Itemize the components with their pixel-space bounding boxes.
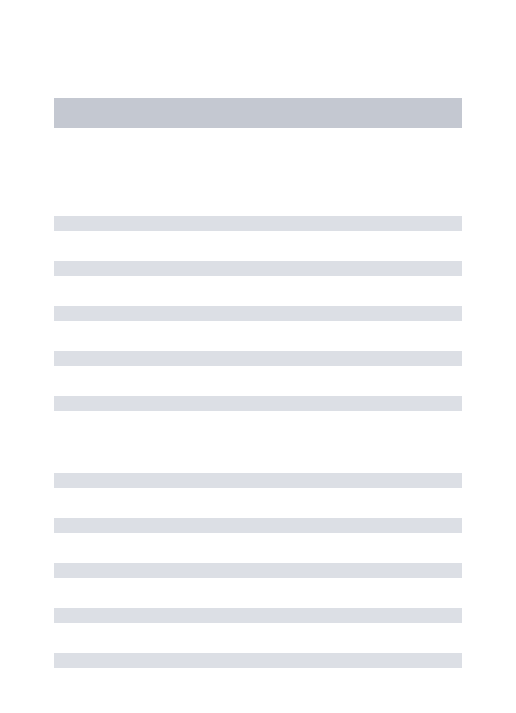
skeleton-line bbox=[54, 653, 462, 668]
skeleton-line-group bbox=[54, 473, 462, 668]
skeleton-line bbox=[54, 216, 462, 231]
skeleton-line bbox=[54, 563, 462, 578]
skeleton-line-group bbox=[54, 216, 462, 411]
skeleton-line bbox=[54, 351, 462, 366]
skeleton-header-bar bbox=[54, 98, 462, 128]
skeleton-line bbox=[54, 473, 462, 488]
skeleton-line bbox=[54, 608, 462, 623]
skeleton-container bbox=[0, 0, 516, 668]
skeleton-line bbox=[54, 396, 462, 411]
skeleton-line bbox=[54, 261, 462, 276]
skeleton-line bbox=[54, 306, 462, 321]
skeleton-line bbox=[54, 518, 462, 533]
